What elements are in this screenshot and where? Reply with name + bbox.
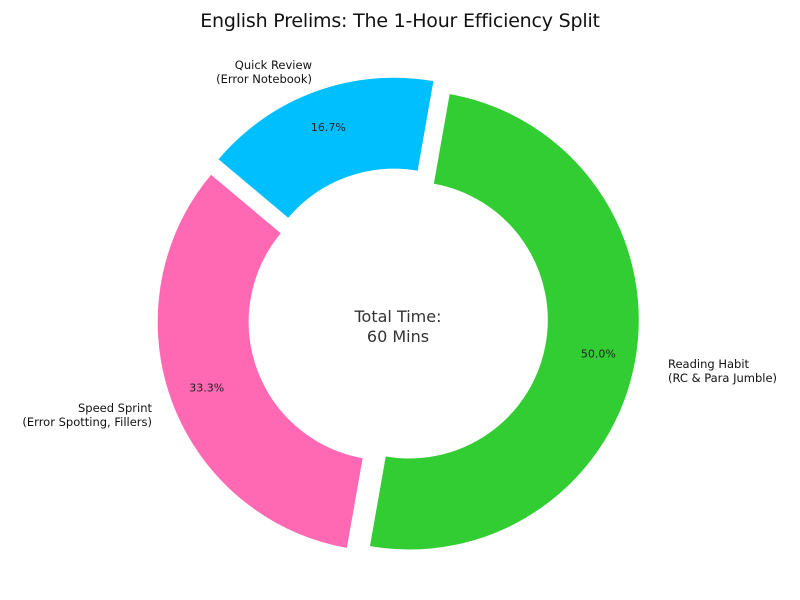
percent-label: 33.3%: [189, 382, 224, 395]
percent-label: 16.7%: [311, 121, 346, 134]
category-label: (RC & Para Jumble): [668, 371, 777, 385]
chart-title: English Prelims: The 1-Hour Efficiency S…: [200, 10, 600, 32]
category-label: Speed Sprint: [78, 401, 153, 415]
labels-group: 50.0% Reading Habit(RC & Para Jumble) 33.3…: [22, 58, 777, 429]
category-label: (Error Notebook): [216, 72, 312, 86]
center-label-line-1: Total Time:: [354, 307, 442, 326]
wedge-reading-habit: [368, 92, 640, 551]
category-label: Reading Habit: [668, 357, 750, 371]
center-label-line-2: 60 Mins: [367, 327, 429, 346]
category-label: (Error Spotting, Fillers): [22, 415, 152, 429]
percent-label: 50.0%: [581, 347, 616, 360]
category-label: Quick Review: [235, 58, 312, 72]
wedge-speed-sprint: [156, 173, 364, 550]
wedges-group: [156, 76, 640, 551]
wedge-quick-review: [217, 76, 435, 220]
